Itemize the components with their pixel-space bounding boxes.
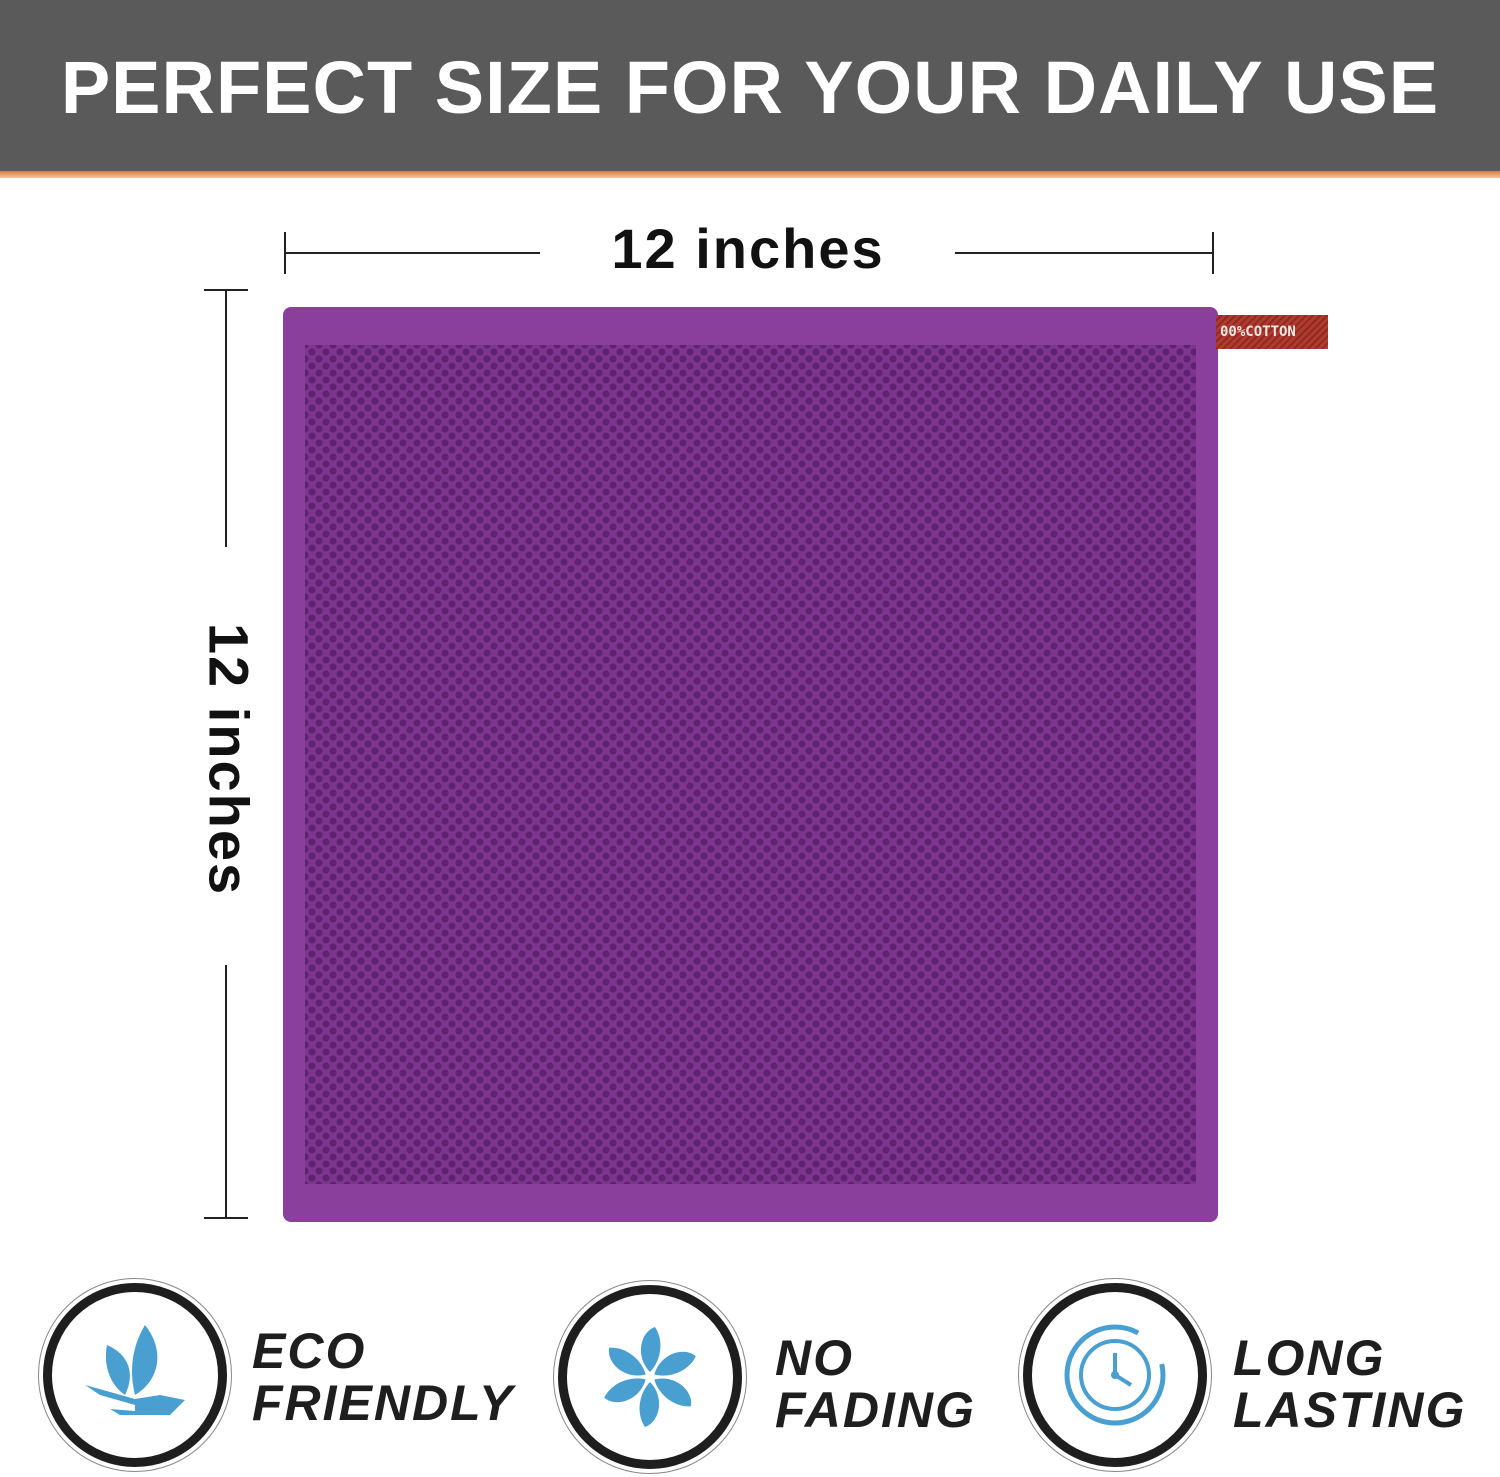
height-dimension-label: 12 inches bbox=[197, 622, 261, 897]
cotton-tag: 00%COTTON bbox=[1216, 315, 1328, 349]
feature-line1: ECO bbox=[252, 1323, 367, 1379]
header-banner bbox=[0, 0, 1500, 171]
feature-long-lasting: LONG LASTING bbox=[1233, 1332, 1466, 1436]
height-dim-tick-bottom bbox=[204, 1217, 248, 1219]
banner-title: PERFECT SIZE FOR YOUR DAILY USE bbox=[60, 46, 1440, 129]
width-dimension-label: 12 inches bbox=[611, 217, 885, 280]
width-dim-line-left bbox=[285, 252, 540, 254]
feature-line2: FADING bbox=[775, 1382, 976, 1438]
width-dim-line-right bbox=[955, 252, 1213, 254]
banner-accent-line bbox=[0, 171, 1500, 178]
feature-line2: LASTING bbox=[1233, 1382, 1467, 1438]
feature-line1: LONG bbox=[1233, 1330, 1386, 1386]
leaf-hand-icon bbox=[38, 1278, 232, 1472]
waffle-weave-pattern bbox=[305, 345, 1196, 1184]
height-dim-line-top bbox=[225, 289, 227, 547]
feature-line2: FRIENDLY bbox=[252, 1375, 515, 1431]
pinwheel-icon bbox=[553, 1280, 747, 1474]
towel-image bbox=[283, 307, 1218, 1222]
feature-line1: NO bbox=[775, 1330, 854, 1386]
height-dim-line-bottom bbox=[225, 965, 227, 1218]
clock-cycle-icon bbox=[1018, 1278, 1212, 1472]
feature-eco-friendly: ECO FRIENDLY bbox=[252, 1325, 514, 1429]
width-dim-tick-right bbox=[1212, 232, 1214, 274]
feature-no-fading: NO FADING bbox=[775, 1332, 976, 1436]
